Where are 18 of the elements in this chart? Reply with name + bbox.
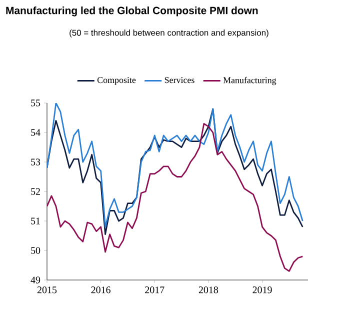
y-tick-label: 49 [30, 276, 40, 284]
y-tick-label: 51 [31, 218, 40, 224]
x-tick-label: 2019 [252, 286, 272, 294]
y-tick-label: 52 [31, 188, 40, 195]
chart-title: Manufacturing led the Global Composite PMI down [6, 6, 258, 16]
x-tick-label: 2017 [145, 286, 164, 294]
x-tick-label: 2016 [91, 286, 110, 294]
y-tick-label: 53 [31, 158, 40, 166]
legend-label: Composite [97, 77, 136, 85]
y-tick-label: 50 [31, 247, 40, 254]
x-tick-label: 2015 [37, 286, 57, 294]
x-tick-label: 2018 [198, 286, 218, 294]
legend-label: Manufacturing [223, 76, 276, 86]
y-tick-label: 55 [31, 100, 40, 106]
legend-label: Services [164, 77, 194, 84]
y-tick-label: 54 [31, 129, 40, 136]
line-series [47, 122, 304, 272]
chart-subtitle: (50 = threshould between contraction and expansion) [70, 30, 268, 38]
